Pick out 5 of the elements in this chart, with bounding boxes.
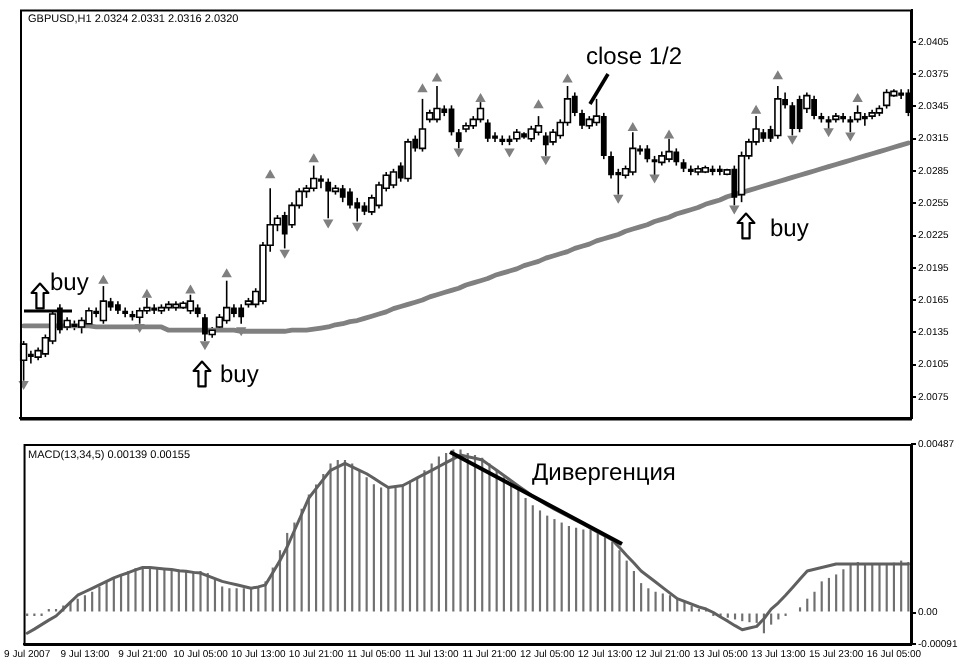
annotation: buy [770, 214, 809, 242]
annotation: buy [50, 268, 89, 296]
annotation: buy [220, 360, 259, 388]
annotation: close 1/2 [586, 42, 683, 70]
annotation: Дивергенция [532, 458, 676, 486]
